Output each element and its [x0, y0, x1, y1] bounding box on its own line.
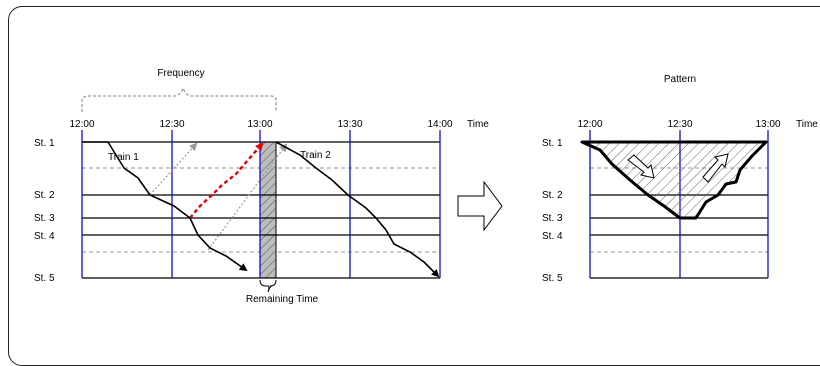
pattern-down-arrow-icon [627, 154, 655, 179]
time-axis-label: Time [467, 119, 489, 130]
frequency-label: Frequency [157, 68, 204, 79]
remaining-time-brace [259, 279, 277, 293]
right-arrow-icon [457, 180, 503, 232]
pattern-diagram: Pattern 12:00 12:30 13:00 Time St. 1 St.… [542, 74, 818, 284]
remaining-time-label: Remaining Time [246, 294, 319, 305]
station-label-4: St. 4 [34, 231, 55, 242]
connection-arrow-1 [149, 142, 198, 196]
pattern-time-label-1230: 12:30 [667, 119, 692, 130]
train-1-label: Train 1 [108, 152, 139, 163]
transfer-path-arrow [189, 142, 264, 219]
remaining-time-hatch [260, 142, 276, 278]
time-label-1300: 13:00 [247, 119, 272, 130]
pattern-up-arrow-icon [702, 153, 729, 183]
pattern-shape [580, 140, 768, 220]
train-2-label: Train 2 [300, 150, 331, 161]
pattern-station-label-3: St. 3 [542, 213, 563, 224]
pattern-station-label-5: St. 5 [542, 273, 563, 284]
pattern-station-label-4: St. 4 [542, 231, 563, 242]
pattern-time-label-1300: 13:00 [755, 119, 780, 130]
station-label-1: St. 1 [34, 138, 55, 149]
pattern-station-label-2: St. 2 [542, 190, 563, 201]
train-2-path [275, 141, 440, 278]
time-label-1400: 14:00 [427, 119, 452, 130]
station-label-5: St. 5 [34, 273, 55, 284]
train-1-path [82, 141, 248, 272]
frequency-bracket [81, 86, 277, 112]
time-label-1230: 12:30 [159, 119, 184, 130]
time-label-1330: 13:30 [337, 119, 362, 130]
station-label-3: St. 3 [34, 213, 55, 224]
left-timetable: Frequency Remaining Time Train 1 [34, 68, 489, 305]
station-label-2: St. 2 [34, 190, 55, 201]
timetable-figure: Frequency Remaining Time Train 1 [34, 68, 818, 305]
time-label-1200: 12:00 [69, 119, 94, 130]
pattern-time-axis-label: Time [796, 119, 818, 130]
pattern-title: Pattern [664, 74, 696, 85]
pattern-time-label-1200: 12:00 [577, 119, 602, 130]
connection-arrow-2 [207, 143, 288, 251]
pattern-station-label-1: St. 1 [542, 138, 563, 149]
